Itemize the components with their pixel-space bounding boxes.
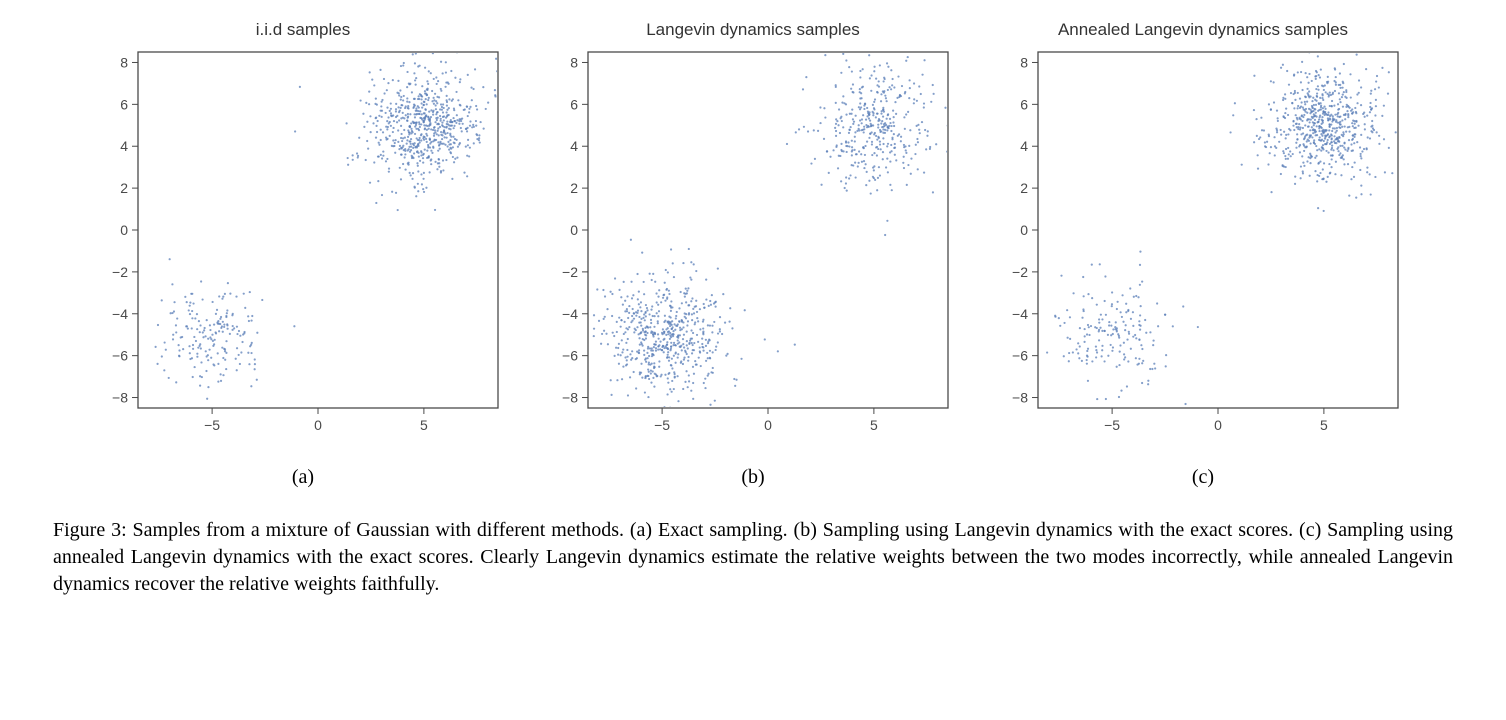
svg-text:5: 5: [870, 417, 878, 433]
svg-text:−2: −2: [112, 264, 128, 280]
svg-text:−4: −4: [562, 306, 578, 322]
svg-text:−8: −8: [562, 390, 578, 406]
svg-text:8: 8: [1020, 54, 1028, 70]
scatter-plot: −8 −6 −4 −2 0 2 4 6 8 −5 0 5: [978, 42, 1428, 462]
svg-text:−4: −4: [112, 306, 128, 322]
svg-text:−2: −2: [1012, 264, 1028, 280]
svg-text:0: 0: [764, 417, 772, 433]
svg-text:4: 4: [120, 138, 128, 154]
figure-caption: Figure 3: Samples from a mixture of Gaus…: [53, 517, 1453, 598]
svg-text:−6: −6: [1012, 348, 1028, 364]
panel-subcaption: (a): [292, 466, 314, 489]
panel-title: Langevin dynamics samples: [646, 20, 860, 40]
svg-text:−8: −8: [112, 390, 128, 406]
svg-text:−8: −8: [1012, 390, 1028, 406]
panel-subcaption: (b): [741, 466, 764, 489]
svg-text:0: 0: [1214, 417, 1222, 433]
svg-text:−6: −6: [112, 348, 128, 364]
svg-text:0: 0: [1020, 222, 1028, 238]
svg-text:0: 0: [120, 222, 128, 238]
svg-text:2: 2: [120, 180, 128, 196]
svg-text:4: 4: [1020, 138, 1028, 154]
svg-text:−5: −5: [1104, 417, 1120, 433]
svg-text:6: 6: [120, 96, 128, 112]
svg-text:5: 5: [1320, 417, 1328, 433]
svg-text:2: 2: [570, 180, 578, 196]
svg-text:2: 2: [1020, 180, 1028, 196]
svg-text:−4: −4: [1012, 306, 1028, 322]
svg-text:8: 8: [120, 54, 128, 70]
panel-title: Annealed Langevin dynamics samples: [1058, 20, 1348, 40]
scatter-plot: −8 −6 −4 −2 0 2 4 6 8 −5 0 5: [78, 42, 528, 462]
svg-text:−5: −5: [654, 417, 670, 433]
svg-text:−6: −6: [562, 348, 578, 364]
scatter-panel-b: Langevin dynamics samples −8 −6 −4 −2 0 2 4 6 8 −5…: [528, 20, 978, 489]
svg-text:5: 5: [420, 417, 428, 433]
svg-text:6: 6: [1020, 96, 1028, 112]
panel-subcaption: (c): [1192, 466, 1214, 489]
svg-text:−5: −5: [204, 417, 220, 433]
scatter-panel-a: i.i.d samples −8 −6 −4 −2 0 2 4 6 8 −5 0 5 (a): [78, 20, 528, 489]
svg-text:4: 4: [570, 138, 578, 154]
scatter-panel-c: Annealed Langevin dynamics samples −8 −6 −4…: [978, 20, 1428, 489]
svg-text:0: 0: [314, 417, 322, 433]
svg-text:−2: −2: [562, 264, 578, 280]
svg-text:8: 8: [570, 54, 578, 70]
svg-text:0: 0: [570, 222, 578, 238]
scatter-plot: −8 −6 −4 −2 0 2 4 6 8 −5 0 5: [528, 42, 978, 462]
svg-text:6: 6: [570, 96, 578, 112]
figure-panels-row: i.i.d samples −8 −6 −4 −2 0 2 4 6 8 −5 0 5 (a) Langevi…: [40, 20, 1466, 489]
panel-title: i.i.d samples: [256, 20, 350, 40]
